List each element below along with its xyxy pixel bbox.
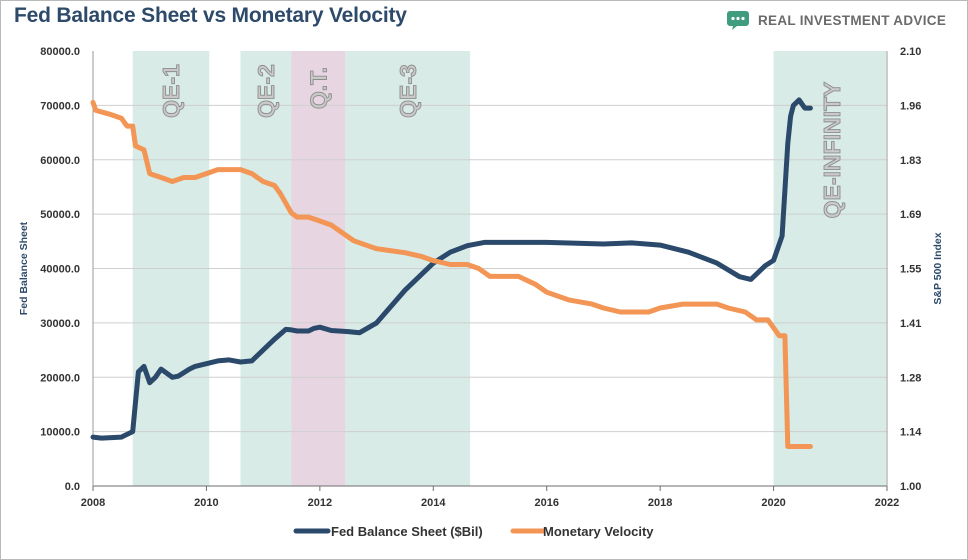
series-line-fed-balance-sheet (90, 97, 813, 441)
legend-label-velocity: Monetary Velocity (543, 524, 654, 539)
band-label: QE-3 (395, 64, 421, 118)
y-right-tick-label: 1.69 (900, 209, 921, 221)
y-left-tick-label: 0.0 (65, 481, 80, 493)
y-left-tick-label: 40000.0 (40, 264, 80, 276)
y-left-tick-label: 60000.0 (40, 155, 80, 167)
y-left-tick-label: 50000.0 (40, 209, 80, 221)
y-right-tick-label: 1.96 (900, 100, 921, 112)
x-tick-label: 2022 (875, 497, 899, 509)
x-tick-label: 2014 (421, 497, 446, 509)
y-left-tick-label: 20000.0 (40, 372, 80, 384)
band-label: QE-2 (253, 64, 279, 118)
y-left-tick-label: 10000.0 (40, 427, 80, 439)
y-right-axis-title: S&P 500 Index (932, 232, 944, 304)
brand-name: REAL INVESTMENT ADVICE (758, 12, 947, 28)
y-left-axis-title: Fed Balance Sheet (18, 221, 30, 315)
chat-bubble-icon (727, 11, 749, 30)
y-right-tick-label: 1.41 (900, 318, 921, 330)
x-tick-label: 2016 (534, 497, 558, 509)
chart-title: Fed Balance Sheet vs Monetary Velocity (14, 4, 407, 27)
x-tick-label: 2008 (81, 497, 105, 509)
band-label: QE-1 (158, 64, 184, 118)
x-tick-label: 2018 (648, 497, 672, 509)
y-left-tick-label: 80000.0 (40, 46, 80, 58)
y-right-tick-label: 1.55 (900, 264, 921, 276)
y-right-tick-label: 1.14 (900, 427, 922, 439)
y-left-tick-label: 70000.0 (40, 100, 80, 112)
y-right-tick-label: 1.83 (900, 155, 921, 167)
x-tick-label: 2010 (194, 497, 218, 509)
y-right-tick-label: 1.28 (900, 372, 921, 384)
brand: REAL INVESTMENT ADVICE (726, 9, 946, 31)
y-right-tick-label: 1.00 (900, 481, 921, 493)
y-left-tick-label: 30000.0 (40, 318, 80, 330)
y-right-tick-label: 2.10 (900, 46, 921, 58)
series-line-monetary-velocity (90, 99, 813, 449)
band-label: Q.T. (305, 67, 331, 109)
legend-label-fed: Fed Balance Sheet ($Bil) (331, 524, 483, 539)
x-tick-label: 2020 (761, 497, 785, 509)
band-label: QE-INFINITY (819, 82, 845, 219)
x-tick-label: 2012 (308, 497, 332, 509)
